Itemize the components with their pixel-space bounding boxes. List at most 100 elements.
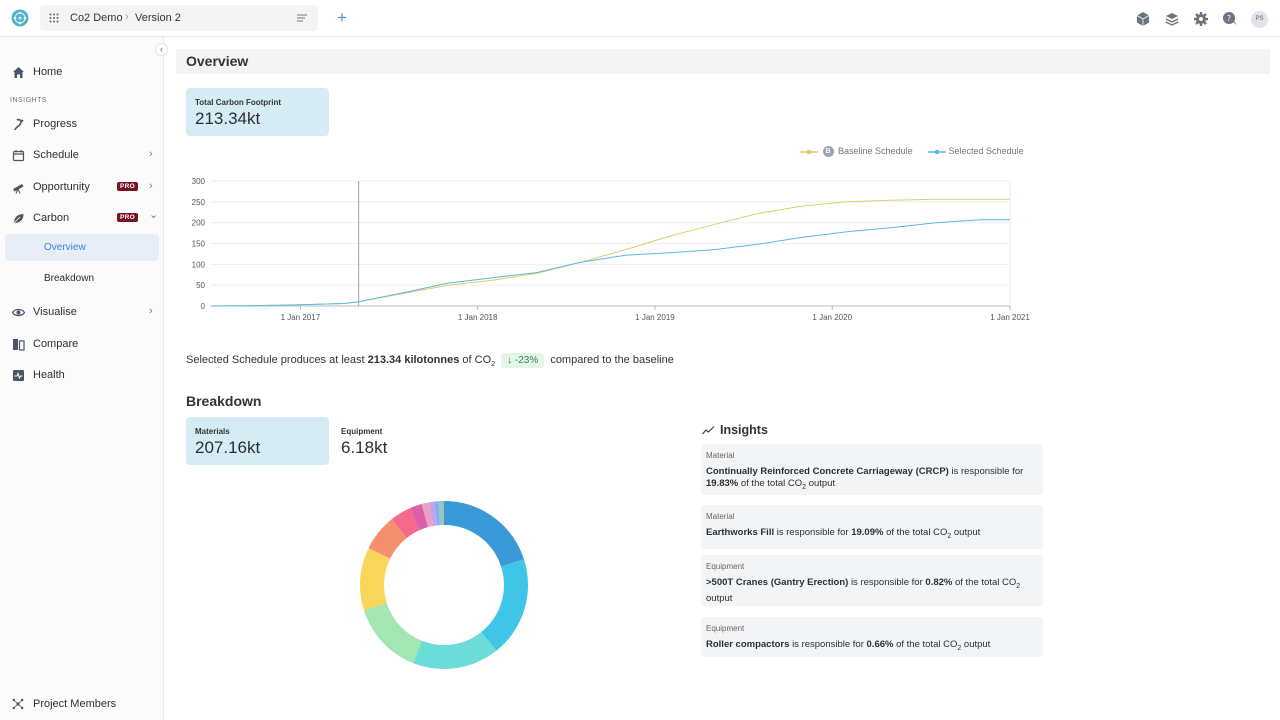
donut-segment[interactable] <box>360 501 528 669</box>
donut-segment[interactable] <box>360 501 528 669</box>
insight-middle: is responsible for <box>792 639 864 650</box>
insight-name: >500T Cranes (Gantry Erection) <box>706 577 849 588</box>
insight-category: Material <box>706 451 735 460</box>
sidebar-item-compare[interactable]: Compare <box>0 332 164 358</box>
insight-end: output <box>706 592 733 604</box>
sidebar-item-visualise[interactable]: Visualise › <box>0 300 164 326</box>
materials-card[interactable]: Materials 207.16kt <box>186 417 329 465</box>
legend-baseline[interactable]: B Baseline Schedule <box>800 146 913 158</box>
insight-text: >500T Cranes (Gantry Erection) is respon… <box>706 577 1036 605</box>
insight-end: output <box>953 527 981 538</box>
sidebar-item-label: Home <box>33 66 63 78</box>
sidebar-item-progress[interactable]: Progress <box>0 112 164 138</box>
y-tick-label: 200 <box>192 219 206 228</box>
progress-icon <box>14 118 24 131</box>
help-chat-icon[interactable]: ? <box>1222 11 1238 27</box>
insight-sub: 2 <box>947 532 952 540</box>
project-switcher[interactable]: Co2 Demo › Version 2 <box>40 5 318 31</box>
legend-line-icon <box>928 149 946 154</box>
insight-middle: is responsible for <box>951 466 1024 477</box>
carbon-line-chart: 0 50 100 150 200 250 300 1 Jan 2017 1 Jan 2018 1 … <box>192 177 1031 322</box>
collapse-sidebar-button[interactable]: ‹ <box>155 43 168 56</box>
insight-tail: of the total CO <box>896 639 958 650</box>
card-value: 213.34kt <box>195 109 261 128</box>
top-bar: Co2 Demo › Version 2 + <box>0 0 1280 37</box>
insight-sub: 2 <box>957 644 962 652</box>
insight-end: output <box>963 639 991 650</box>
insight-sub: 2 <box>802 483 807 491</box>
gear-icon[interactable] <box>1193 11 1209 27</box>
add-tab-button[interactable]: + <box>337 8 347 27</box>
sidebar-item-home[interactable]: Home <box>0 60 164 86</box>
insight-card: Equipment >500T Cranes (Gantry Erection)… <box>701 555 1043 606</box>
insight-tail: of the total CO <box>740 478 803 489</box>
insight-text: Roller compactors is responsible for 0.6… <box>706 639 1036 655</box>
eye-icon <box>12 308 25 317</box>
top-right-icons: ? PS <box>1135 9 1268 29</box>
insight-sub: 2 <box>1016 582 1021 590</box>
insight-name: Roller compactors <box>706 639 790 650</box>
calendar-icon <box>12 150 25 162</box>
menu-lines-icon[interactable] <box>295 11 309 25</box>
donut-segment[interactable] <box>360 501 528 669</box>
sidebar-item-opportunity[interactable]: Opportunity PRO › <box>0 175 164 201</box>
y-tick-label: 50 <box>196 281 205 290</box>
layers-icon[interactable] <box>1164 11 1180 27</box>
svg-text:?: ? <box>1227 14 1231 23</box>
total-carbon-card[interactable]: Total Carbon Footprint 213.34kt <box>186 88 329 136</box>
donut-segment[interactable] <box>360 501 528 669</box>
insights-title: Insights <box>720 423 768 437</box>
insight-card: Material Earthworks Fill is responsible … <box>701 505 1043 549</box>
selected-series-line <box>210 219 1010 307</box>
sidebar-item-schedule[interactable]: Schedule › <box>0 143 164 169</box>
equipment-card[interactable]: Equipment 6.18kt <box>332 417 475 465</box>
legend-label: Selected Schedule <box>948 146 1024 156</box>
chevron-right-icon: › <box>149 148 153 160</box>
compare-icon <box>13 339 25 351</box>
insight-text: Earthworks Fill is responsible for 19.09… <box>706 527 1036 543</box>
insight-tail: of the total CO <box>954 577 1017 588</box>
user-avatar[interactable]: PS <box>1251 10 1268 28</box>
insight-middle: is responsible for <box>776 527 849 538</box>
card-title: Equipment <box>341 427 383 436</box>
breadcrumb-project[interactable]: Co2 Demo <box>70 12 123 24</box>
cube-icon[interactable] <box>1135 11 1151 27</box>
summary-sub: 2 <box>491 361 496 369</box>
y-tick-label: 100 <box>192 260 206 269</box>
sidebar-item-label: Schedule <box>33 149 79 161</box>
sidebar-subitem-overview[interactable]: Overview <box>5 234 159 261</box>
breadcrumb-version[interactable]: Version 2 <box>135 12 181 24</box>
legend-selected[interactable]: Selected Schedule <box>928 146 1024 157</box>
insight-category: Material <box>706 512 735 521</box>
health-icon <box>13 370 24 381</box>
sidebar-item-health[interactable]: Health <box>0 363 164 389</box>
chevron-right-icon: › <box>149 180 153 192</box>
x-tick-label: 1 Jan 2019 <box>635 313 675 322</box>
home-icon <box>13 67 24 78</box>
x-tick-label: 1 Jan 2021 <box>990 313 1030 322</box>
insight-tail: of the total CO <box>886 527 948 538</box>
y-tick-label: 150 <box>192 240 206 249</box>
baseline-series-line <box>210 198 1010 307</box>
insight-name: Earthworks Fill <box>706 527 775 538</box>
baseline-badge: B <box>822 146 834 158</box>
card-value: 6.18kt <box>341 438 388 457</box>
sidebar-item-carbon[interactable]: Carbon PRO ⌄ <box>0 206 164 232</box>
summary-suffix: compared to the baseline <box>550 354 674 366</box>
insight-pct: 0.66% <box>866 639 894 650</box>
pro-badge: PRO <box>117 213 138 222</box>
insight-middle: is responsible for <box>850 577 923 588</box>
app-logo-icon[interactable] <box>11 9 29 27</box>
card-title: Total Carbon Footprint <box>195 98 282 107</box>
card-title: Materials <box>195 427 230 436</box>
sidebar-subitem-breakdown[interactable]: Breakdown <box>5 265 159 292</box>
delta-value: -23% <box>514 355 539 366</box>
insight-card: Equipment Roller compactors is responsib… <box>701 617 1043 657</box>
sidebar-subitem-label: Overview <box>44 242 86 253</box>
y-tick-label: 250 <box>192 198 206 207</box>
insight-text: Continually Reinforced Concrete Carriage… <box>706 466 1036 494</box>
insight-pct: 0.82% <box>925 577 953 588</box>
summary-of: of CO <box>462 354 492 366</box>
legend-line-icon <box>800 149 818 154</box>
summary-amount: 213.34 kilotonnes <box>367 354 460 366</box>
